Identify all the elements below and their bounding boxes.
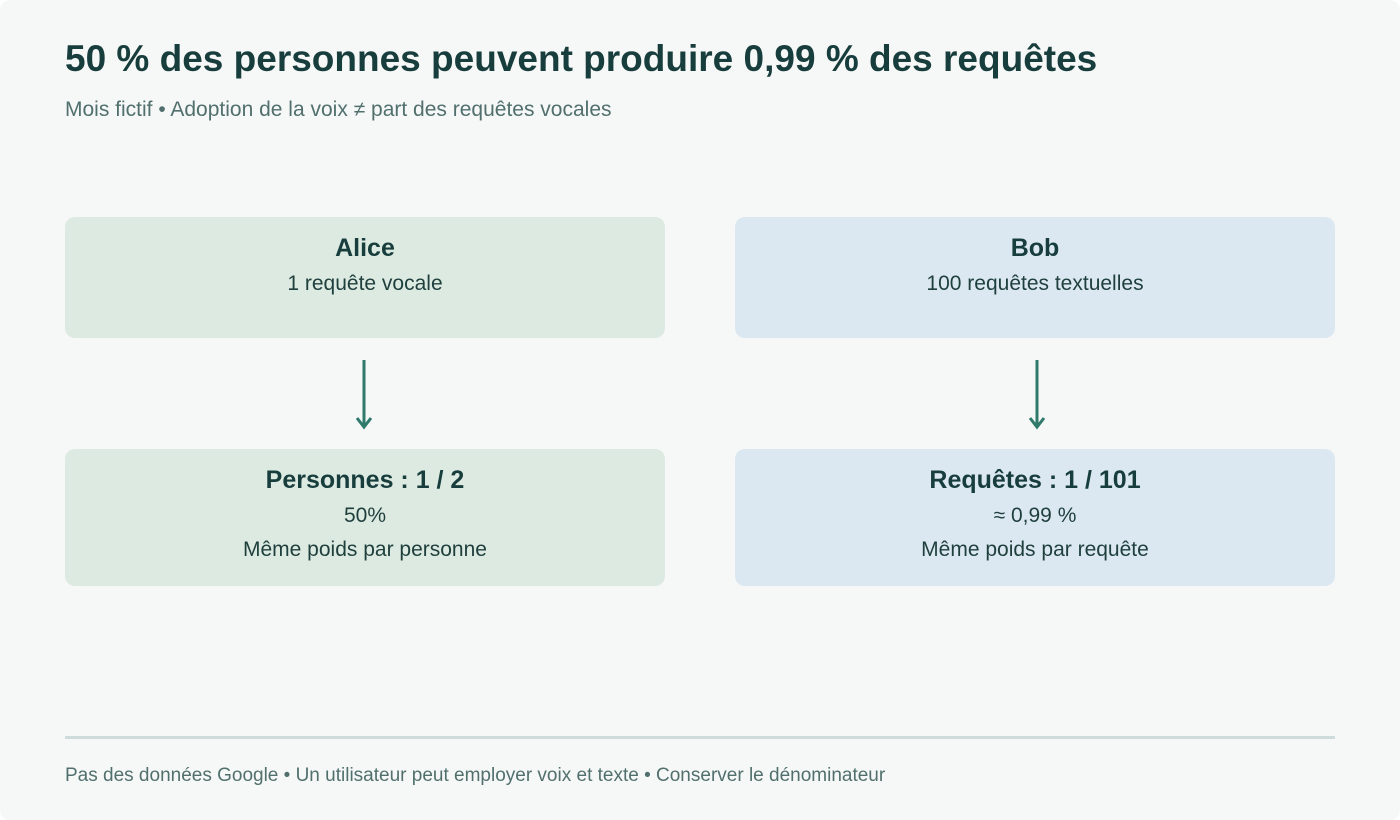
footer-divider: [65, 736, 1335, 739]
result-value: ≈ 0,99 %: [993, 504, 1077, 527]
user-box-alice: Alice 1 requête vocale: [65, 217, 665, 338]
result-box-requests: Requêtes : 1 / 101 ≈ 0,99 % Même poids p…: [735, 449, 1335, 586]
result-heading: Requêtes : 1 / 101: [929, 466, 1141, 494]
user-activity: 1 requête vocale: [287, 272, 443, 295]
result-note: Même poids par requête: [921, 538, 1149, 561]
page-subtitle: Mois fictif • Adoption de la voix ≠ part…: [65, 98, 612, 121]
result-value: 50%: [343, 504, 387, 527]
result-heading: Personnes : 1 / 2: [265, 466, 465, 494]
down-arrow-icon: [1027, 358, 1047, 432]
page-title: 50 % des personnes peuvent produire 0,99…: [65, 38, 1098, 79]
result-note: Même poids par personne: [243, 538, 487, 561]
user-activity: 100 requêtes textuelles: [926, 272, 1144, 295]
result-box-people: Personnes : 1 / 2 50% Même poids par per…: [65, 449, 665, 586]
user-box-bob: Bob 100 requêtes textuelles: [735, 217, 1335, 338]
down-arrow-icon: [354, 358, 374, 432]
footer-note: Pas des données Google • Un utilisateur …: [65, 765, 886, 786]
user-name: Alice: [335, 234, 395, 262]
user-name: Bob: [1010, 234, 1060, 262]
